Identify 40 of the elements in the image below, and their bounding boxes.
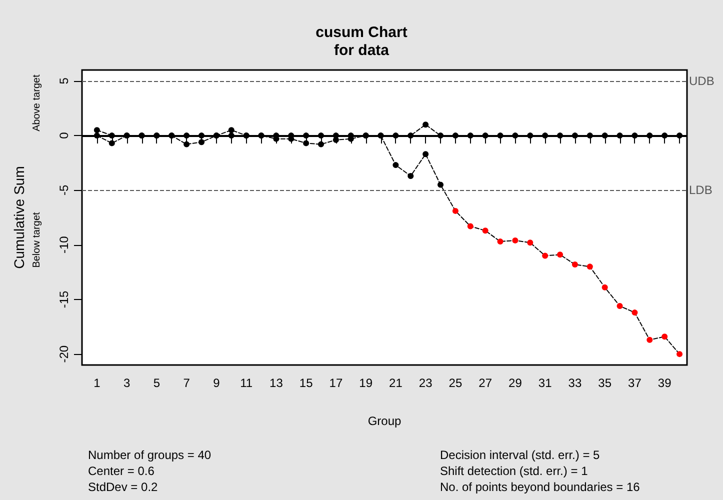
x-tick-label: 9 — [213, 376, 220, 390]
text: Number of groups = 40 — [88, 448, 212, 462]
x-tick-label: 27 — [478, 376, 492, 390]
text: Center = 0.6 — [88, 464, 155, 478]
x-tick-label: 15 — [299, 376, 314, 390]
x-tick-label: 35 — [598, 376, 612, 390]
x-tick-label: 31 — [538, 376, 552, 390]
x-tick-label: 37 — [628, 376, 642, 390]
x-tick-label: 11 — [240, 376, 253, 390]
x-tick-label: 29 — [508, 376, 522, 390]
text: No. of points beyond boundaries = 16 — [440, 480, 640, 494]
x-tick-label: 21 — [389, 376, 403, 390]
chart-subtitle: for data — [334, 42, 390, 59]
y-tick-label: 5 — [57, 77, 71, 84]
text: Shift detection (std. err.) = 1 — [440, 464, 588, 478]
x-tick-label: 13 — [270, 376, 284, 390]
y-tick-label: -10 — [57, 236, 71, 254]
text: Decision interval (std. err.) = 5 — [440, 448, 600, 462]
x-tick-label: 3 — [123, 376, 130, 390]
y-tick-label: -5 — [57, 184, 71, 196]
x-tick-label: 19 — [359, 376, 373, 390]
x-axis-title: Group — [368, 414, 402, 428]
x-tick-label: 5 — [153, 376, 160, 390]
y-tick-label: -20 — [57, 345, 71, 363]
y-tick-label: 0 — [57, 132, 71, 139]
x-tick-label: 17 — [329, 376, 343, 390]
x-tick-label: 23 — [418, 376, 433, 390]
y-tick-label: -15 — [57, 290, 71, 308]
x-tick-label: 7 — [183, 376, 190, 390]
text: StdDev = 0.2 — [88, 480, 158, 494]
ref-line-label: UDB — [689, 74, 714, 88]
y-axis-title: Cumulative Sum — [11, 166, 27, 269]
text: Below target — [32, 212, 42, 268]
x-tick-label: 33 — [568, 376, 582, 390]
chart-title: cusum Chart — [316, 24, 408, 41]
x-tick-label: 1 — [94, 376, 101, 390]
text: Above target — [32, 74, 42, 132]
x-tick-label: 39 — [658, 376, 672, 390]
x-tick-label: 25 — [448, 376, 462, 390]
ref-line-label: LDB — [689, 183, 712, 198]
